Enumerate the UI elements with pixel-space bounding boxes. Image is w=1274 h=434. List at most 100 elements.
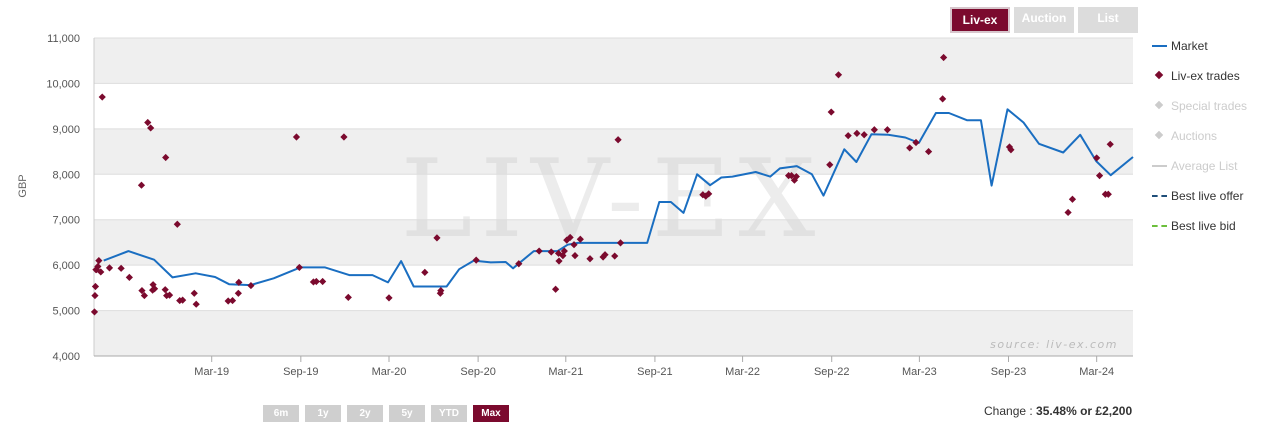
trade-point xyxy=(787,172,796,180)
x-tick-label: Sep-20 xyxy=(460,366,495,378)
trade-point xyxy=(924,147,933,156)
plot-background-bands xyxy=(94,38,1133,356)
trade-point xyxy=(162,153,170,162)
plot-band xyxy=(94,265,1133,311)
trade-point xyxy=(555,257,563,265)
x-tick-label: Sep-23 xyxy=(991,366,1026,378)
trade-point xyxy=(91,291,99,300)
x-tick-label: Mar-20 xyxy=(372,366,407,378)
range-button-1y[interactable]: 1y xyxy=(305,405,341,422)
x-tick-label: Mar-23 xyxy=(902,366,937,378)
trade-point xyxy=(599,253,607,261)
range-button-2y[interactable]: 2y xyxy=(347,405,383,422)
trade-point xyxy=(292,133,301,141)
trade-point xyxy=(234,289,242,297)
trade-point xyxy=(940,53,948,62)
trade-point xyxy=(173,220,181,228)
trade-point xyxy=(576,235,584,243)
trade-point xyxy=(1093,154,1101,162)
trade-point xyxy=(1104,190,1112,198)
trade-point xyxy=(105,264,114,272)
trade-point xyxy=(319,277,327,286)
x-tick-label: Sep-22 xyxy=(814,366,849,378)
x-tick-label: Sep-21 xyxy=(637,366,672,378)
legend-item-market[interactable]: Market xyxy=(1152,38,1247,68)
legend-item-liv-ex-trades[interactable]: Liv-ex trades xyxy=(1152,68,1247,98)
trade-point xyxy=(552,285,560,293)
trade-point xyxy=(90,308,99,316)
tab-list[interactable]: List xyxy=(1078,7,1138,33)
plot-band xyxy=(94,38,1133,84)
legend-item-best-live-offer[interactable]: Best live offer xyxy=(1152,188,1247,218)
legend-item-auctions[interactable]: Auctions xyxy=(1152,128,1247,158)
legend-symbol xyxy=(1152,195,1167,197)
trade-point xyxy=(560,247,568,255)
tab-auction[interactable]: Auction xyxy=(1014,7,1074,33)
chart-legend: Market Liv-ex trades Special trades Auction… xyxy=(1152,38,1247,248)
market-series xyxy=(103,108,1134,288)
y-tick-label: 8,000 xyxy=(52,169,80,181)
trade-point xyxy=(117,264,125,272)
change-summary: Change : 35.48% or £2,200 xyxy=(984,404,1132,418)
legend-symbol xyxy=(1154,100,1164,110)
tab-liv-ex[interactable]: Liv-ex xyxy=(950,7,1010,33)
source-caption: source: liv-ex.com xyxy=(990,338,1118,351)
trade-point xyxy=(433,234,441,242)
trade-point xyxy=(295,263,303,272)
x-axis: Mar-19 Sep-19 Mar-20 Sep-20 Mar-21 Sep-21 Mar-… xyxy=(94,355,1133,378)
trade-point xyxy=(906,144,914,152)
trade-point xyxy=(1106,140,1114,148)
trade-point xyxy=(385,294,393,302)
trade-point xyxy=(939,95,947,103)
x-tick-label: Mar-22 xyxy=(725,366,760,378)
plot-band xyxy=(94,174,1133,220)
trade-point xyxy=(165,291,174,299)
market-line xyxy=(103,108,1134,288)
trade-point xyxy=(853,129,861,137)
range-button-5y[interactable]: 5y xyxy=(389,405,425,422)
legend-item-average-list[interactable]: Average List xyxy=(1152,158,1247,188)
trade-point xyxy=(150,285,159,293)
range-button-6m[interactable]: 6m xyxy=(263,405,299,422)
range-button-max[interactable]: Max xyxy=(473,405,509,422)
y-tick-label: 7,000 xyxy=(52,215,80,227)
trade-point xyxy=(571,252,579,260)
legend-item-special-trades[interactable]: Special trades xyxy=(1152,98,1247,128)
plot-band xyxy=(94,128,1133,175)
y-tick-label: 10,000 xyxy=(46,78,80,90)
legend-label: Best live bid xyxy=(1171,219,1236,233)
trade-point xyxy=(95,257,103,265)
x-tick-label: Mar-19 xyxy=(194,366,229,378)
source-tabs: Liv-ex Auction List xyxy=(950,7,1138,33)
trade-point xyxy=(147,124,155,132)
trade-point xyxy=(912,138,920,147)
trade-point xyxy=(601,251,609,259)
legend-label: Best live offer xyxy=(1171,189,1244,203)
legend-symbol xyxy=(1152,45,1167,47)
trade-point xyxy=(844,132,852,140)
y-tick-label: 4,000 xyxy=(52,351,80,363)
watermark-text: LIV-EX xyxy=(401,137,824,262)
range-button-ytd[interactable]: YTD xyxy=(431,405,467,422)
y-tick-label: 5,000 xyxy=(52,306,80,318)
trade-point xyxy=(1007,146,1015,154)
y-tick-label: 11,000 xyxy=(47,33,80,45)
trade-point xyxy=(515,260,523,268)
trade-point xyxy=(535,247,543,255)
trade-point xyxy=(437,286,445,295)
trade-point xyxy=(161,286,169,294)
trade-point xyxy=(547,248,555,256)
trade-point xyxy=(138,286,146,295)
trade-point xyxy=(611,252,619,260)
legend-symbol xyxy=(1152,165,1167,167)
legend-label: Special trades xyxy=(1171,99,1248,113)
trade-point xyxy=(563,236,571,244)
trade-point xyxy=(140,291,148,300)
trade-point xyxy=(190,289,198,297)
legend-item-best-live-bid[interactable]: Best live bid xyxy=(1152,218,1247,248)
trade-point xyxy=(94,262,102,271)
trade-point xyxy=(98,93,106,101)
legend-symbol xyxy=(1154,130,1164,140)
trade-point xyxy=(834,71,843,79)
